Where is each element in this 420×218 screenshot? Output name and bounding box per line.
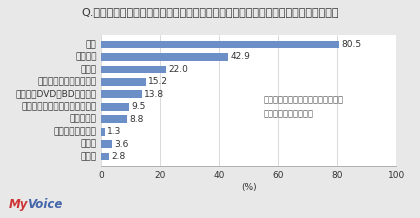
Text: 3.6: 3.6 (114, 140, 129, 149)
Text: テレビやDVD・BDなどの音: テレビやDVD・BDなどの音 (16, 90, 97, 99)
Text: 動画の音: 動画の音 (75, 53, 97, 61)
Text: 15.2: 15.2 (148, 77, 168, 86)
Text: ゲームの音: ゲームの音 (70, 115, 97, 124)
Text: 8.8: 8.8 (129, 115, 144, 124)
Text: 80.5: 80.5 (341, 40, 361, 49)
Text: 22.0: 22.0 (168, 65, 188, 74)
Bar (101, 66, 166, 73)
Text: 音楽: 音楽 (86, 40, 97, 49)
Text: 9.5: 9.5 (131, 102, 146, 111)
Text: 電話（音声通話）の音声: 電話（音声通話）の音声 (37, 77, 97, 86)
Text: ラジオ: ラジオ (81, 65, 97, 74)
Text: 無回答: 無回答 (81, 152, 97, 161)
Bar (101, 153, 109, 160)
Text: その他: その他 (81, 140, 97, 149)
Text: ：ワイヤレスイヤホン・ヘッドホン
・ヘッドセット利用者: ：ワイヤレスイヤホン・ヘッドホン ・ヘッドセット利用者 (263, 96, 344, 118)
Bar (101, 53, 228, 61)
Bar (101, 115, 127, 123)
Text: 2.8: 2.8 (112, 152, 126, 161)
Text: 13.8: 13.8 (144, 90, 164, 99)
X-axis label: (%): (%) (241, 183, 257, 192)
Text: 42.9: 42.9 (230, 53, 250, 61)
Bar (101, 41, 339, 48)
Bar (101, 140, 112, 148)
Text: ビデオ通話・テレビ電話の音声: ビデオ通話・テレビ電話の音声 (21, 102, 97, 111)
Bar (101, 90, 142, 98)
Bar (101, 78, 146, 86)
Text: Voice: Voice (27, 198, 63, 211)
Text: カーナビからの音: カーナビからの音 (54, 127, 97, 136)
Bar (101, 103, 129, 111)
Text: Q.ワイヤレスイヤホン・ヘッドホン・ヘッドセットで、どのような音を聞きますか？: Q.ワイヤレスイヤホン・ヘッドホン・ヘッドセットで、どのような音を聞きますか？ (81, 7, 339, 17)
Bar (101, 128, 105, 136)
Text: My: My (8, 198, 28, 211)
Text: 1.3: 1.3 (107, 127, 121, 136)
